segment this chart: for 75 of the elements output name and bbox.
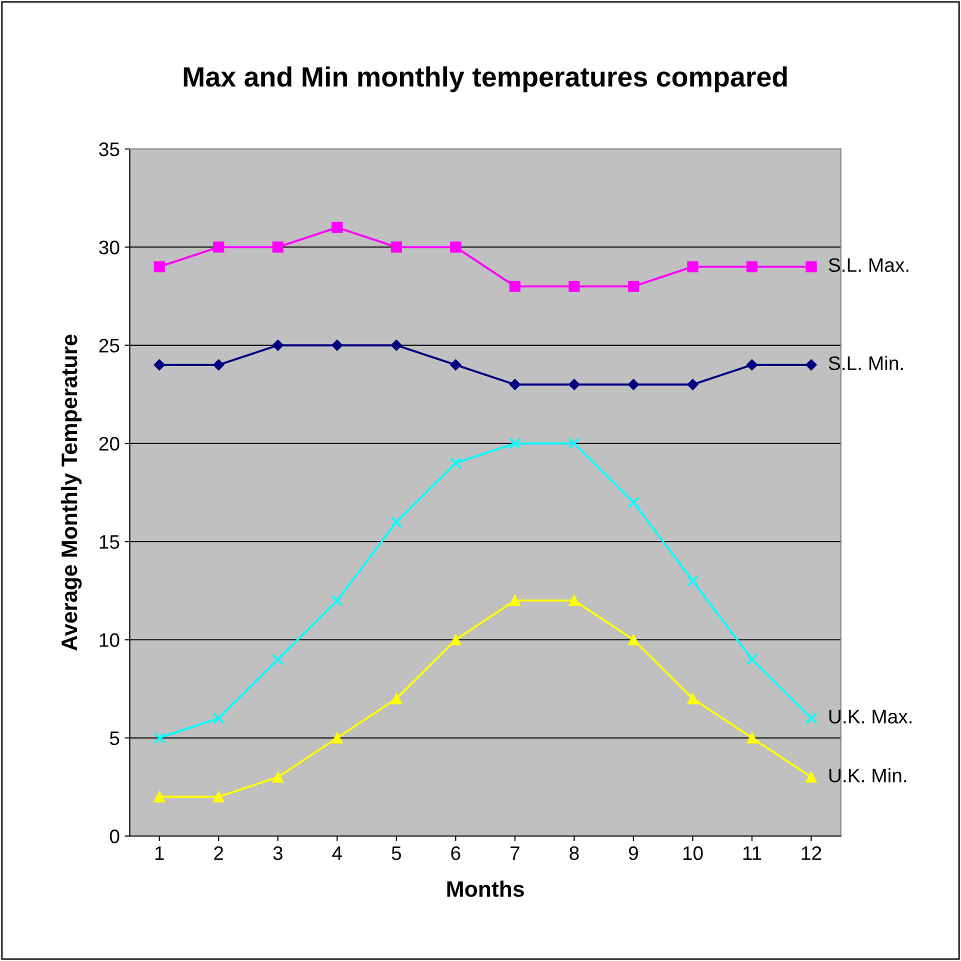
point	[746, 653, 758, 666]
point	[331, 594, 344, 606]
point	[272, 242, 284, 253]
point	[509, 378, 521, 390]
y-tick-label: 10	[100, 633, 120, 647]
y-tick-label: 15	[100, 535, 120, 549]
point	[568, 438, 580, 450]
point	[332, 222, 343, 234]
y-axis-title: Average Monthly Temperature	[60, 334, 82, 651]
point	[568, 280, 580, 292]
point	[390, 340, 402, 351]
point	[213, 791, 224, 802]
point	[746, 261, 758, 272]
point	[450, 242, 462, 253]
point	[746, 359, 758, 371]
point	[509, 438, 521, 450]
series-label: S.L. Min.	[828, 356, 903, 370]
point	[628, 378, 640, 390]
point	[806, 261, 817, 272]
point	[628, 496, 640, 508]
x-tick-label: 11	[743, 846, 762, 860]
point	[272, 653, 284, 666]
x-tick-label: 3	[273, 846, 282, 860]
point	[213, 242, 224, 253]
point	[154, 261, 165, 272]
x-tick-label: 9	[628, 846, 638, 860]
point	[686, 574, 699, 587]
point	[687, 378, 698, 390]
point	[390, 516, 402, 528]
y-tick-label: 30	[99, 240, 120, 254]
point	[805, 712, 818, 724]
point	[568, 378, 580, 390]
point	[628, 634, 640, 646]
point	[628, 280, 640, 292]
x-axis-title: Months	[447, 880, 524, 897]
y-tick-label: 5	[110, 732, 120, 746]
point	[687, 261, 698, 272]
series-label: S.L. Max.	[828, 258, 908, 272]
point	[746, 732, 758, 744]
point	[332, 732, 343, 744]
x-tick-label: 7	[510, 846, 520, 860]
point	[272, 340, 284, 351]
x-tick-label: 10	[683, 846, 703, 860]
y-tick-label: 0	[110, 830, 120, 844]
chart-title: Max and Min monthly temperatures compared	[184, 66, 787, 92]
point	[806, 772, 817, 783]
point	[568, 594, 580, 606]
y-tick-label: 35	[99, 142, 120, 156]
point	[806, 359, 817, 371]
point	[390, 693, 402, 704]
x-tick-label: 6	[451, 846, 460, 860]
x-tick-label: 12	[802, 846, 822, 860]
x-tick-label: 1	[155, 846, 164, 860]
point	[153, 732, 166, 744]
point	[154, 359, 165, 371]
point	[154, 791, 165, 802]
point	[450, 359, 462, 371]
point	[272, 772, 284, 783]
x-tick-label: 8	[570, 846, 579, 860]
point	[390, 242, 402, 253]
point	[212, 712, 225, 724]
point	[332, 340, 343, 351]
y-tick-label: 20	[99, 436, 120, 451]
x-tick-label: 5	[392, 846, 402, 860]
x-tick-label: 4	[332, 846, 342, 860]
point	[509, 594, 520, 606]
point	[509, 280, 520, 292]
point	[687, 693, 698, 704]
series-label: U.K. Max.	[829, 710, 912, 724]
y-tick-label: 25	[99, 338, 120, 353]
series-label: U.K. Min.	[829, 768, 906, 782]
point	[450, 457, 462, 469]
point	[213, 359, 224, 371]
point	[450, 634, 462, 646]
x-tick-label: 2	[214, 846, 224, 860]
